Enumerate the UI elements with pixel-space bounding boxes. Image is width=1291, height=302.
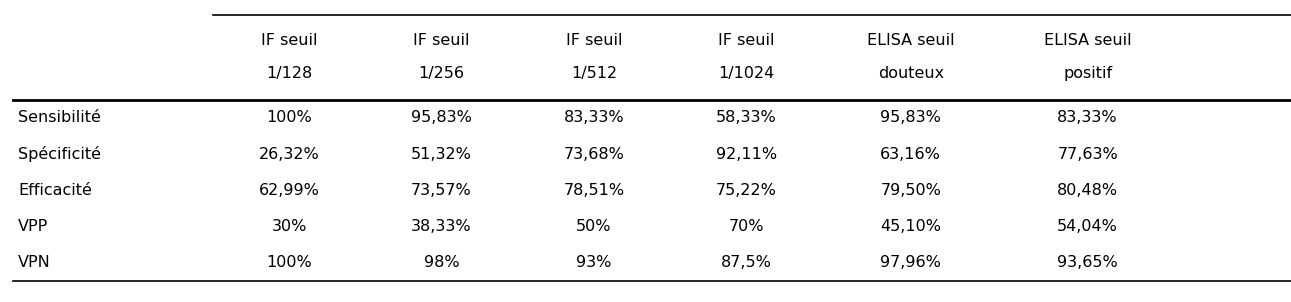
Text: 54,04%: 54,04%	[1057, 219, 1118, 234]
Text: 83,33%: 83,33%	[564, 110, 624, 125]
Text: 95,83%: 95,83%	[411, 110, 473, 125]
Text: IF seuil: IF seuil	[565, 33, 622, 48]
Text: 87,5%: 87,5%	[720, 255, 772, 270]
Text: 93,65%: 93,65%	[1057, 255, 1118, 270]
Text: 93%: 93%	[576, 255, 612, 270]
Text: 1/1024: 1/1024	[718, 66, 775, 82]
Text: 78,51%: 78,51%	[563, 183, 625, 198]
Text: 92,11%: 92,11%	[715, 146, 777, 162]
Text: 58,33%: 58,33%	[715, 110, 777, 125]
Text: douteux: douteux	[878, 66, 944, 82]
Text: 1/512: 1/512	[571, 66, 617, 82]
Text: Spécificité: Spécificité	[18, 146, 101, 162]
Text: 38,33%: 38,33%	[412, 219, 471, 234]
Text: 63,16%: 63,16%	[880, 146, 941, 162]
Text: 1/256: 1/256	[418, 66, 465, 82]
Text: 45,10%: 45,10%	[880, 219, 941, 234]
Text: 62,99%: 62,99%	[258, 183, 320, 198]
Text: 30%: 30%	[271, 219, 307, 234]
Text: 70%: 70%	[728, 219, 764, 234]
Text: 98%: 98%	[423, 255, 460, 270]
Text: ELISA seuil: ELISA seuil	[868, 33, 954, 48]
Text: positif: positif	[1062, 66, 1113, 82]
Text: 83,33%: 83,33%	[1057, 110, 1118, 125]
Text: IF seuil: IF seuil	[413, 33, 470, 48]
Text: 100%: 100%	[266, 255, 312, 270]
Text: 77,63%: 77,63%	[1057, 146, 1118, 162]
Text: Sensibilité: Sensibilité	[18, 110, 101, 125]
Text: IF seuil: IF seuil	[261, 33, 318, 48]
Text: 73,68%: 73,68%	[563, 146, 625, 162]
Text: 75,22%: 75,22%	[715, 183, 777, 198]
Text: 97,96%: 97,96%	[880, 255, 941, 270]
Text: 79,50%: 79,50%	[880, 183, 941, 198]
Text: Efficacité: Efficacité	[18, 183, 92, 198]
Text: 51,32%: 51,32%	[411, 146, 473, 162]
Text: 100%: 100%	[266, 110, 312, 125]
Text: VPN: VPN	[18, 255, 50, 270]
Text: 73,57%: 73,57%	[411, 183, 473, 198]
Text: 95,83%: 95,83%	[880, 110, 941, 125]
Text: 50%: 50%	[576, 219, 612, 234]
Text: ELISA seuil: ELISA seuil	[1044, 33, 1131, 48]
Text: VPP: VPP	[18, 219, 48, 234]
Text: 80,48%: 80,48%	[1057, 183, 1118, 198]
Text: IF seuil: IF seuil	[718, 33, 775, 48]
Text: 1/128: 1/128	[266, 66, 312, 82]
Text: 26,32%: 26,32%	[258, 146, 320, 162]
